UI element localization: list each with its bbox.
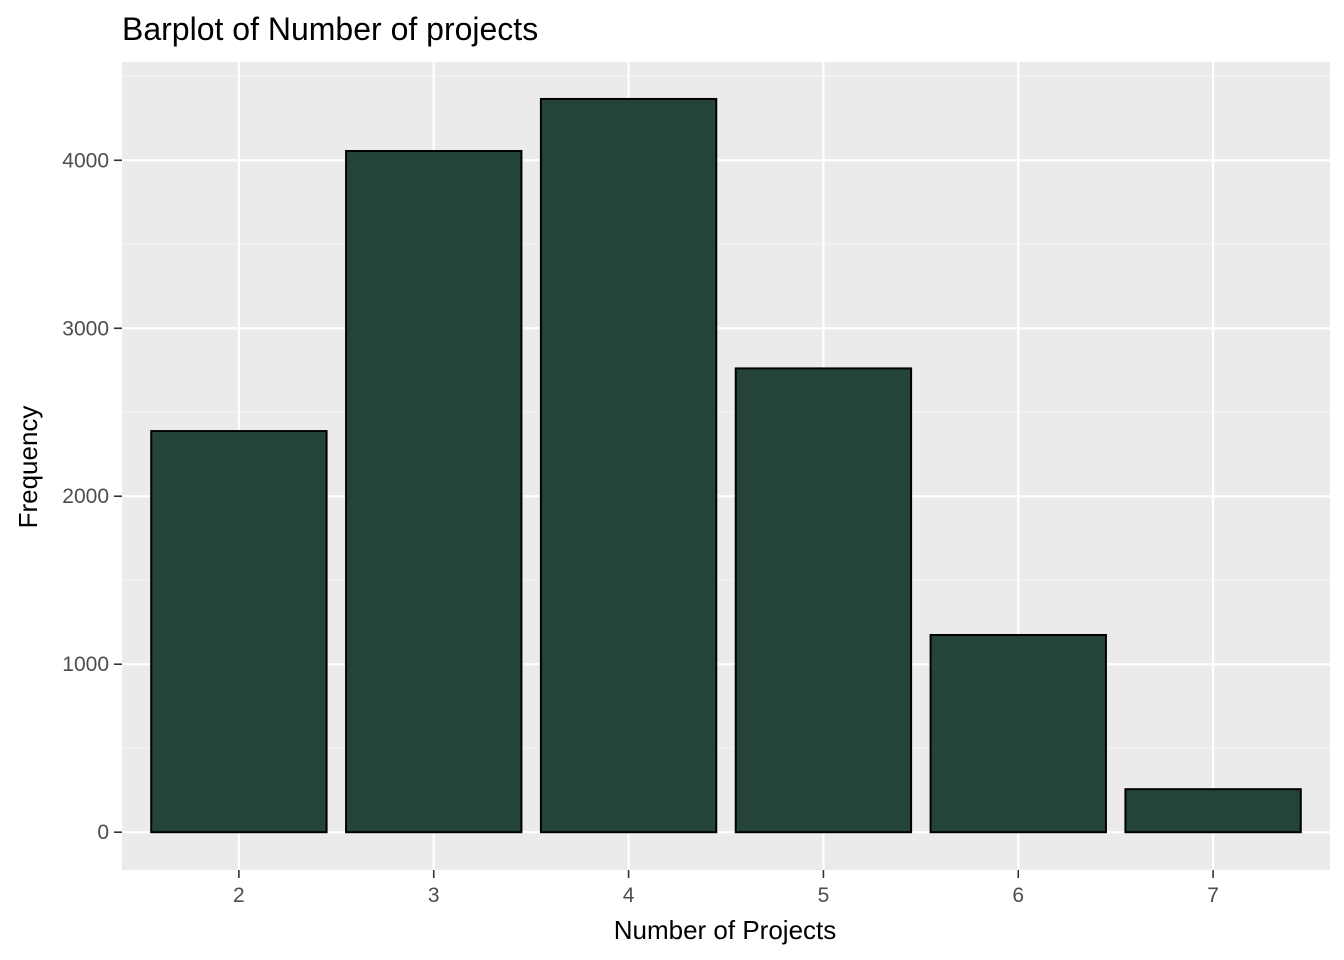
- x-tick-label: 3: [428, 884, 440, 907]
- x-tick-label: 5: [818, 884, 830, 907]
- bar-7: [1124, 788, 1302, 834]
- bar-6: [929, 633, 1107, 834]
- chart-title: Barplot of Number of projects: [122, 11, 538, 47]
- x-tick-label: 6: [1012, 884, 1024, 907]
- y-tick-label: 1000: [62, 653, 109, 676]
- x-axis: 2 3 4 5 6 7: [233, 870, 1219, 907]
- y-tick-label: 0: [97, 821, 109, 844]
- bars: [150, 97, 1302, 834]
- y-axis-title: Frequency: [13, 406, 43, 529]
- x-axis-title: Number of Projects: [614, 915, 837, 945]
- y-tick-label: 2000: [62, 485, 109, 508]
- x-tick-label: 4: [623, 884, 635, 907]
- bar-5: [734, 367, 913, 834]
- bar-2: [150, 430, 328, 834]
- x-tick-label: 7: [1207, 884, 1219, 907]
- y-axis: 0 1000 2000 3000 4000: [62, 149, 122, 844]
- y-tick-label: 3000: [62, 317, 109, 340]
- bar-4: [539, 97, 718, 834]
- y-tick-label: 4000: [62, 149, 109, 172]
- x-tick-label: 2: [233, 884, 245, 907]
- bar-3: [345, 150, 523, 834]
